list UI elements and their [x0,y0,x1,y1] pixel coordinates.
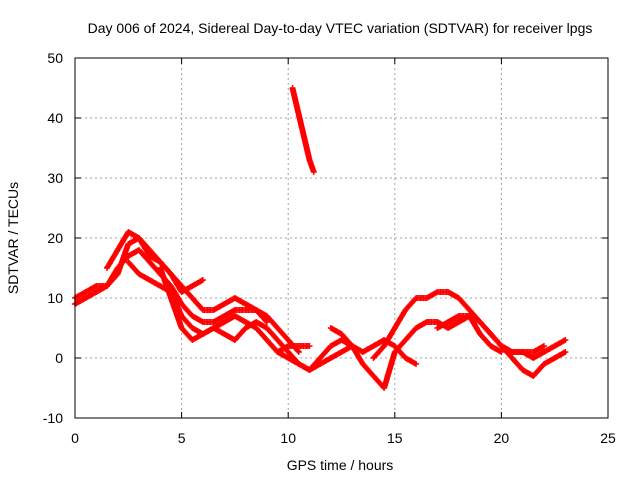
series-markers [274,337,420,373]
series-markers [104,229,302,355]
series-markers [72,247,270,325]
data-points [72,85,569,391]
series-markers [498,337,569,361]
series-markers [434,313,569,379]
series-track-2 [72,247,270,325]
y-tick-label: 50 [47,50,63,66]
x-axis-label: GPS time / hours [287,457,394,473]
x-tick-label: 20 [494,430,510,446]
series-track-7 [327,313,505,391]
series-markers [327,313,505,391]
grid [75,58,608,418]
x-tick-label: 25 [600,430,616,446]
x-tick-label: 0 [71,430,79,446]
y-tick-label: -10 [43,410,63,426]
series-track-6 [274,337,420,373]
y-tick-label: 0 [55,350,63,366]
plot-frame [74,57,609,419]
y-tick-label: 30 [47,170,63,186]
x-tick-label: 15 [387,430,403,446]
series-track-3 [104,229,302,355]
series-track-11 [289,85,317,175]
y-axis-label: SDTVAR / TECUs [5,182,21,294]
series-track-9 [434,313,569,379]
y-tick-label: 20 [47,230,63,246]
x-tick-label: 5 [178,430,186,446]
x-tick-label: 10 [280,430,296,446]
chart-title: Day 006 of 2024, Sidereal Day-to-day VTE… [88,20,593,36]
series-track-10 [498,337,569,361]
y-tick-label: 10 [47,290,63,306]
y-tick-label: 40 [47,110,63,126]
series-markers [289,85,317,175]
